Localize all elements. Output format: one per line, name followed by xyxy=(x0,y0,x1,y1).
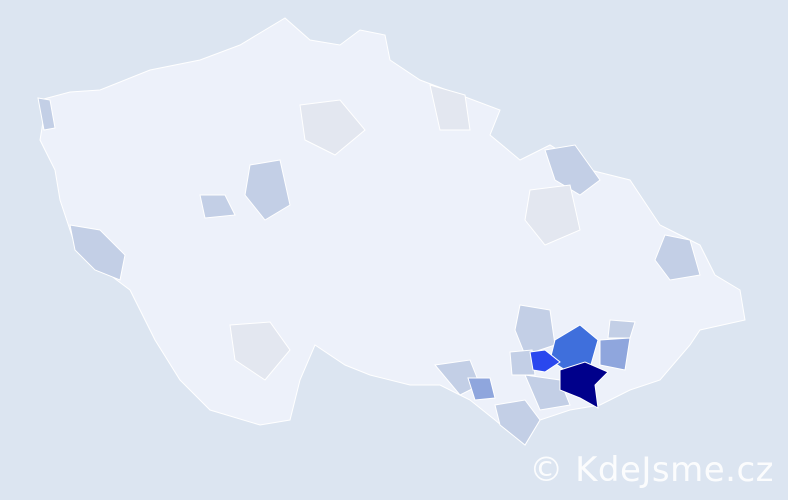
region[interactable] xyxy=(494,399,541,446)
region[interactable] xyxy=(69,224,126,281)
region[interactable] xyxy=(299,99,366,156)
region-highest[interactable] xyxy=(559,361,609,409)
region[interactable] xyxy=(654,234,701,281)
region[interactable] xyxy=(524,374,571,411)
region[interactable] xyxy=(429,84,471,131)
region[interactable] xyxy=(524,184,581,246)
region-high[interactable] xyxy=(529,349,561,373)
region[interactable] xyxy=(514,304,556,356)
region[interactable] xyxy=(244,159,291,221)
region[interactable] xyxy=(509,349,536,376)
regions xyxy=(37,84,701,446)
watermark: © KdeJsme.cz xyxy=(529,450,774,490)
region[interactable] xyxy=(229,321,291,381)
region[interactable] xyxy=(37,97,56,131)
country-outline xyxy=(39,17,746,446)
region[interactable] xyxy=(607,319,636,339)
region[interactable] xyxy=(599,337,631,371)
region[interactable] xyxy=(544,144,601,196)
region[interactable] xyxy=(467,377,496,401)
region[interactable] xyxy=(199,194,236,219)
